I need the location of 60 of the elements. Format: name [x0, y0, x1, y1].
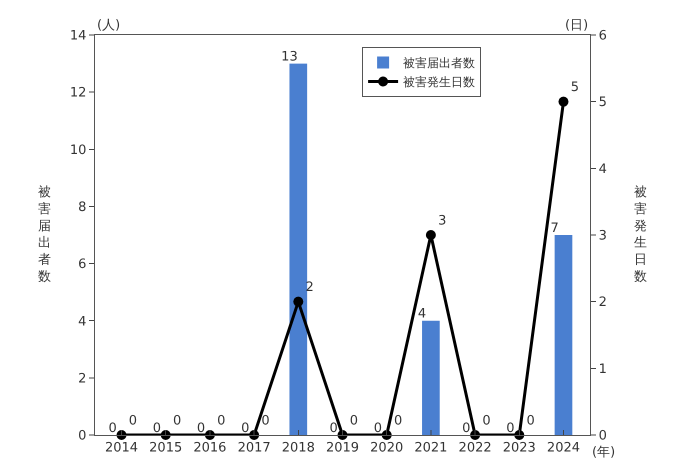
x-tick-label: 2015 [149, 440, 182, 456]
y-tick-label: 10 [70, 142, 86, 158]
x-tick-label: 2022 [458, 440, 492, 456]
data-label: 0 [217, 414, 226, 428]
data-label: 0 [526, 414, 535, 428]
x-tick-label: 2023 [502, 440, 536, 456]
x-tick-label: 2017 [238, 440, 271, 456]
y2-tick-label: 6 [598, 28, 607, 44]
bar [554, 235, 572, 435]
point [558, 96, 568, 107]
y2-axis-title: 被害発生日数 [634, 185, 647, 284]
y2-tick-label: 1 [598, 362, 607, 377]
data-label: 5 [570, 80, 580, 96]
y2-tick-label: 0 [598, 428, 607, 444]
y-tick-label: 8 [78, 200, 86, 215]
data-label: 0 [152, 420, 162, 436]
data-label: 0 [330, 420, 338, 436]
y-tick-label: 4 [78, 314, 86, 330]
y-axis-title: 被害届出者数 [38, 185, 51, 284]
x-tick-label: 2014 [104, 440, 138, 456]
data-label: 13 [281, 49, 298, 64]
data-label: 7 [550, 220, 559, 236]
y-tick-label: 0 [78, 428, 86, 444]
text: (日) [565, 18, 588, 33]
legend-label: 被害届出者数 [403, 56, 476, 70]
data-label: 0 [482, 414, 491, 428]
data-label: 3 [438, 214, 446, 228]
x-tick-label: 2021 [414, 440, 448, 456]
data-label: 0 [350, 414, 358, 428]
bar [422, 320, 440, 435]
x-tick-label: 2019 [326, 440, 360, 456]
y2-tick-label: 5 [598, 95, 607, 110]
text: (年) [592, 445, 616, 460]
y-tick-label: 2 [78, 371, 86, 386]
y2-tick-label: 2 [598, 295, 607, 310]
data-label: 4 [418, 306, 426, 322]
data-label: 0 [394, 414, 402, 428]
legend-label: 被害発生日数 [403, 75, 476, 90]
data-label: 0 [128, 414, 138, 428]
data-label: 0 [261, 414, 270, 428]
data-label: 0 [172, 414, 182, 428]
data-label: 0 [108, 420, 117, 436]
x-tick-label: 2024 [546, 440, 580, 456]
data-label: 0 [462, 420, 470, 436]
data-label: 0 [196, 420, 206, 436]
y2-tick-label: 3 [598, 228, 607, 244]
y-tick-label: 6 [78, 257, 86, 272]
point [293, 296, 304, 307]
bar [289, 64, 308, 435]
data-label: 0 [241, 420, 250, 436]
y-tick-label: 14 [70, 28, 86, 44]
data-label: 0 [506, 420, 515, 436]
x-tick-label: 2016 [193, 440, 226, 456]
y2-tick-label: 4 [598, 162, 607, 177]
y-tick-label: 12 [70, 86, 86, 101]
text: (人) [97, 18, 120, 33]
data-label: 0 [374, 420, 382, 436]
point [426, 230, 436, 240]
x-tick-label: 2018 [282, 440, 315, 456]
x-tick-label: 2020 [370, 440, 404, 456]
